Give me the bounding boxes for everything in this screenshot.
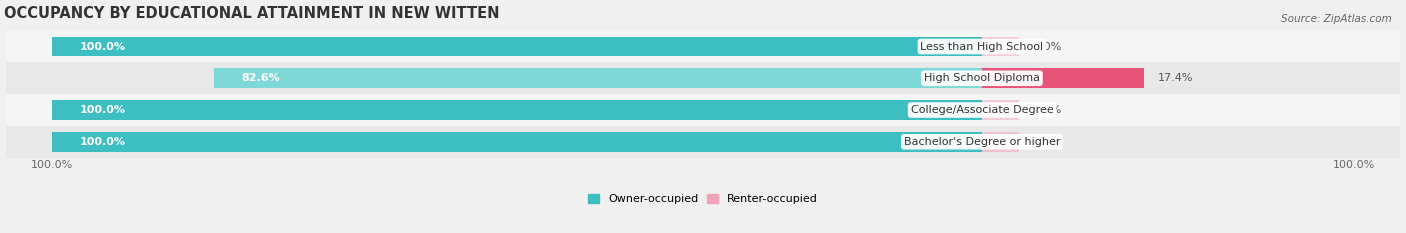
Text: 100.0%: 100.0% — [80, 105, 127, 115]
Text: OCCUPANCY BY EDUCATIONAL ATTAINMENT IN NEW WITTEN: OCCUPANCY BY EDUCATIONAL ATTAINMENT IN N… — [4, 6, 499, 21]
Bar — [981, 132, 1019, 152]
Text: 0.0%: 0.0% — [1033, 41, 1062, 51]
Bar — [52, 37, 981, 56]
Text: 100.0%: 100.0% — [80, 137, 127, 147]
Bar — [6, 126, 1400, 158]
Text: 100.0%: 100.0% — [80, 41, 127, 51]
Text: 0.0%: 0.0% — [1033, 137, 1062, 147]
Text: Source: ZipAtlas.com: Source: ZipAtlas.com — [1281, 14, 1392, 24]
Bar — [214, 69, 981, 88]
Legend: Owner-occupied, Renter-occupied: Owner-occupied, Renter-occupied — [585, 190, 821, 207]
Bar — [52, 132, 981, 152]
Text: Less than High School: Less than High School — [921, 41, 1043, 51]
Text: 82.6%: 82.6% — [242, 73, 281, 83]
Text: High School Diploma: High School Diploma — [924, 73, 1040, 83]
Bar — [52, 100, 981, 120]
Bar — [6, 31, 1400, 62]
Bar — [6, 94, 1400, 126]
Bar — [981, 69, 1144, 88]
Bar — [981, 37, 1019, 56]
Text: College/Associate Degree: College/Associate Degree — [911, 105, 1053, 115]
Bar — [6, 62, 1400, 94]
Text: 17.4%: 17.4% — [1157, 73, 1194, 83]
Text: Bachelor's Degree or higher: Bachelor's Degree or higher — [904, 137, 1060, 147]
Bar — [981, 100, 1019, 120]
Text: 0.0%: 0.0% — [1033, 105, 1062, 115]
